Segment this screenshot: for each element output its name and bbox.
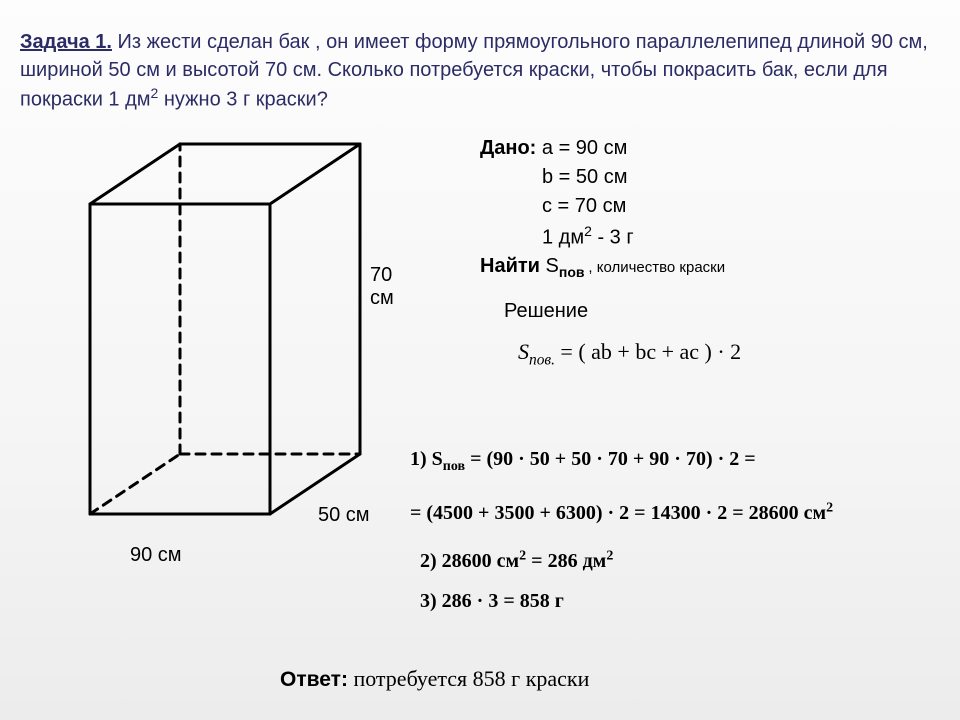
calc1-pre: 1) S bbox=[410, 448, 443, 470]
calc-line-3: 2) 28600 см2 = 286 дм2 bbox=[420, 544, 960, 578]
solution-title: Решение bbox=[504, 297, 960, 326]
given-b: b = 50 см bbox=[480, 163, 960, 192]
given-and-solution: Дано: a = 90 см b = 50 см c = 70 см 1 дм… bbox=[480, 134, 960, 372]
formula-rhs: = ( ab + bc + ac ) · 2 bbox=[555, 339, 741, 364]
calc3b-sup: 2 bbox=[606, 549, 613, 564]
calc-line-4: 3) 286 · 3 = 858 г bbox=[420, 584, 960, 618]
find-line: Найти Sпов , количество краски bbox=[480, 252, 960, 282]
find-sub: пов bbox=[559, 264, 589, 280]
label-dano: Дано: bbox=[480, 137, 536, 159]
formula-lhs: S bbox=[518, 339, 529, 364]
rate-tail: - 3 г bbox=[592, 226, 634, 248]
cuboid-svg bbox=[40, 134, 420, 614]
dim-width-label: 90 см bbox=[130, 544, 182, 567]
calc2-text: = (4500 + 3500 + 6300) · 2 = 14300 · 2 =… bbox=[410, 502, 826, 524]
label-find: Найти bbox=[480, 255, 540, 277]
formula-sub: пов. bbox=[529, 351, 555, 368]
answer-label: Ответ: bbox=[280, 668, 348, 691]
surface-formula: Sпов. = ( ab + bc + ac ) · 2 bbox=[518, 336, 960, 372]
val-a: a = 90 см bbox=[542, 137, 627, 159]
problem-title: Задача 1. bbox=[20, 31, 112, 53]
dim-depth-label: 50 см bbox=[318, 504, 370, 527]
calc2-sup: 2 bbox=[826, 501, 833, 516]
content-area: 70 см 50 см 90 см Дано: a = 90 см b = 50… bbox=[20, 134, 940, 694]
calc-line-1: 1) Sпов = (90 · 50 + 50 · 70 + 90 · 70) … bbox=[410, 442, 960, 479]
calc4: 3) 286 · 3 = 858 г bbox=[420, 590, 564, 612]
find-var: S bbox=[540, 255, 559, 277]
calc3b: = 286 дм bbox=[526, 550, 606, 572]
rate-sup: 2 bbox=[584, 223, 592, 239]
problem-statement: Задача 1. Из жести сделан бак , он имеет… bbox=[20, 28, 940, 114]
find-tail: , количество краски bbox=[588, 259, 725, 276]
cuboid-figure: 70 см 50 см 90 см bbox=[40, 134, 420, 614]
calc-line-2: = (4500 + 3500 + 6300) · 2 = 14300 · 2 =… bbox=[410, 496, 960, 530]
answer-line: Ответ: потребуется 858 г краски bbox=[280, 666, 589, 692]
answer-text: потребуется 858 г краски bbox=[348, 666, 589, 691]
given-rate: 1 дм2 - 3 г bbox=[480, 221, 960, 253]
calc1-sub: пов bbox=[443, 459, 465, 474]
calc3a: 2) 28600 см bbox=[420, 550, 519, 572]
given-a: Дано: a = 90 см bbox=[480, 134, 960, 163]
calculation-block: 1) Sпов = (90 · 50 + 50 · 70 + 90 · 70) … bbox=[410, 442, 960, 625]
calc1-rest: = (90 · 50 + 50 · 70 + 90 · 70) · 2 = bbox=[465, 448, 756, 470]
problem-text-tail: нужно 3 г краски? bbox=[158, 89, 328, 111]
page: Задача 1. Из жести сделан бак , он имеет… bbox=[0, 0, 960, 720]
given-c: c = 70 см bbox=[480, 192, 960, 221]
rate-base: 1 дм bbox=[542, 226, 584, 248]
dim-height-label: 70 см bbox=[370, 264, 420, 310]
